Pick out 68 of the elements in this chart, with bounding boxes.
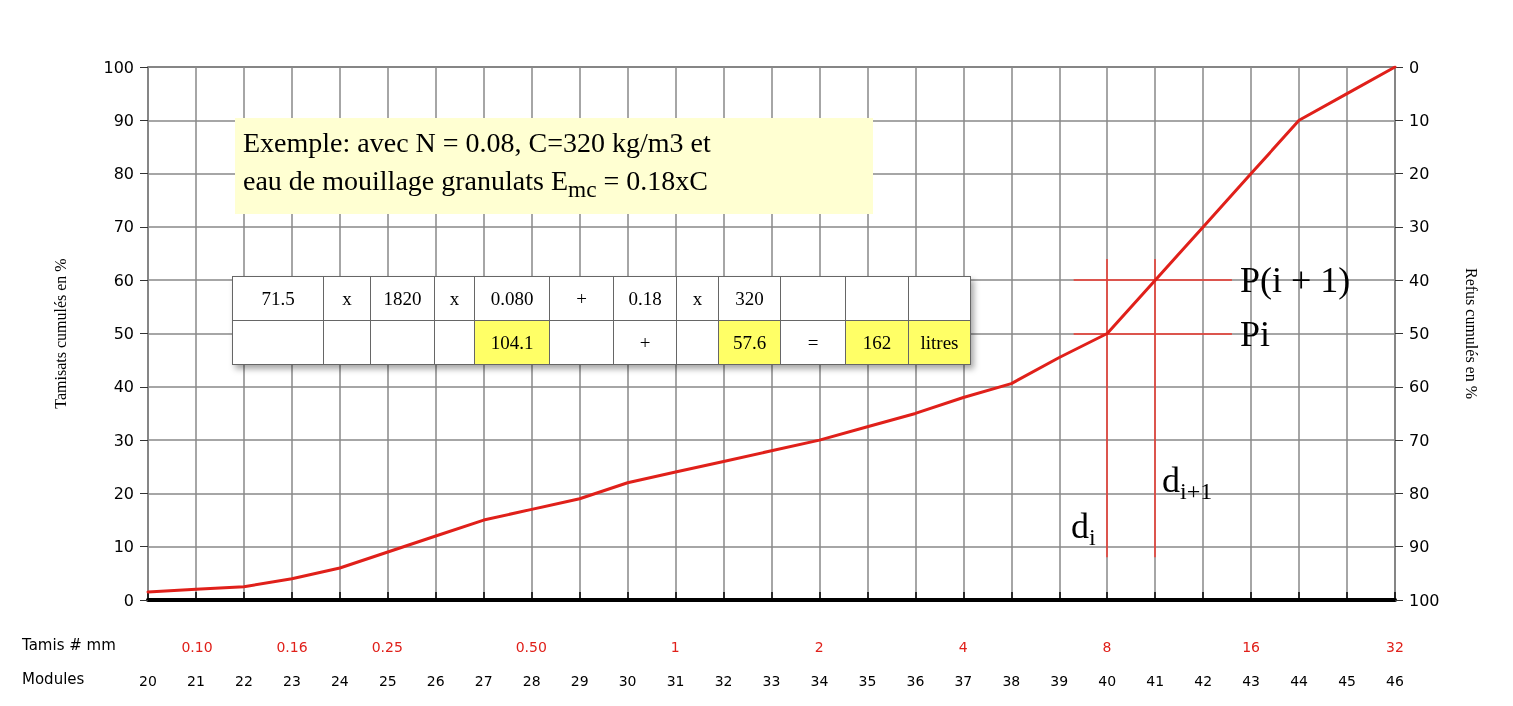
y-tick-label: 10 (113, 537, 134, 557)
y2-tick-label: 20 (1409, 164, 1430, 184)
y-tick-label: 20 (113, 483, 134, 503)
text: 104.1 + 57.6 = 162 litres (490, 331, 959, 353)
x-tick-label: 46 (1386, 673, 1404, 689)
x-tick-label: 26 (426, 673, 445, 689)
x-tick-label: 28 (522, 673, 541, 689)
y2-tick-label: 60 (1409, 377, 1430, 397)
y2-tick-label: 100 (1409, 590, 1440, 610)
x-tick-label: 43 (1242, 673, 1261, 689)
x-tick-label: 22 (235, 673, 253, 689)
y-tick-label: 40 (113, 377, 134, 397)
x-tick-label: 23 (282, 673, 301, 689)
y-tick-label: 70 (113, 217, 134, 237)
y-tick-label: 50 (113, 324, 134, 343)
x-tick-label: 45 (1338, 673, 1356, 689)
x2-tick-label: 4 (958, 639, 968, 655)
x2-tick-label: 0.10 (181, 639, 213, 655)
x2-tick-label: 2 (814, 639, 824, 655)
x-tick-label: 29 (570, 673, 589, 689)
x2-tick-label: 16 (1242, 639, 1261, 655)
x-tick-label: 30 (618, 673, 637, 689)
x-tick-label: 38 (1002, 673, 1021, 689)
x2-tick-label: 8 (1102, 639, 1112, 655)
y-tick-label: 30 (113, 430, 134, 450)
x2-axis-title: Tamis # mm (22, 636, 116, 654)
x-axis-title: Modules (22, 670, 85, 688)
y2-tick-label: 50 (1409, 324, 1430, 343)
y2-tick-label: 80 (1409, 483, 1430, 503)
y-tick-label: 90 (113, 110, 134, 130)
x-tick-label: 41 (1146, 673, 1165, 689)
y2-tick-label: 90 (1409, 537, 1430, 557)
ref-line-label: Pi (1239, 313, 1270, 354)
y2-tick-label: 10 (1409, 110, 1430, 130)
ref-line-label: P(i + 1) (1239, 260, 1351, 301)
x2-tick-label: 32 (1386, 639, 1404, 655)
x-tick-label: 27 (474, 673, 493, 689)
x2-tick-label: 0.50 (515, 639, 547, 655)
y-tick-label: 60 (113, 270, 134, 290)
x-tick-label: 40 (1098, 673, 1117, 689)
text: 71.5 x 1820 x 0.080 + 0.18 x 320 (261, 287, 764, 309)
x-tick-label: 25 (378, 673, 397, 689)
x-tick-label: 35 (858, 673, 877, 689)
x-tick-label: 31 (666, 673, 685, 689)
y-tick-label: 80 (113, 164, 134, 184)
x-tick-label: 33 (762, 673, 781, 689)
x-tick-label: 44 (1290, 673, 1309, 689)
x2-tick-label: 1 (670, 639, 680, 655)
x-tick-label: 42 (1194, 673, 1213, 689)
y2-tick-label: 0 (1409, 57, 1420, 77)
x2-tick-label: 0.25 (371, 639, 403, 655)
x-tick-label: 36 (906, 673, 925, 689)
x-tick-label: 24 (330, 673, 349, 689)
y-axis-title: Tamisats cumulés en % (51, 258, 69, 409)
x-tick-label: 20 (139, 673, 157, 689)
y-tick-label: 0 (123, 590, 134, 610)
note-box: Exemple: avec N = 0.08, C=320 kg/m3 et eau de mouillage granulats E$_{mc}$ = 0.18xC (235, 118, 873, 214)
y2-tick-label: 30 (1409, 217, 1430, 237)
x-tick-label: 32 (714, 673, 733, 689)
x-tick-label: 39 (1050, 673, 1069, 689)
x-tick-label: 34 (810, 673, 829, 689)
x-tick-label: 37 (954, 673, 973, 689)
y-tick-label: 100 (103, 57, 134, 77)
y2-axis-title: Refus cumulés en % (1462, 267, 1480, 400)
x2-tick-label: 0.16 (276, 639, 308, 655)
y2-tick-label: 40 (1409, 270, 1430, 290)
y2-tick-label: 70 (1409, 430, 1430, 450)
x-tick-label: 21 (187, 673, 205, 689)
